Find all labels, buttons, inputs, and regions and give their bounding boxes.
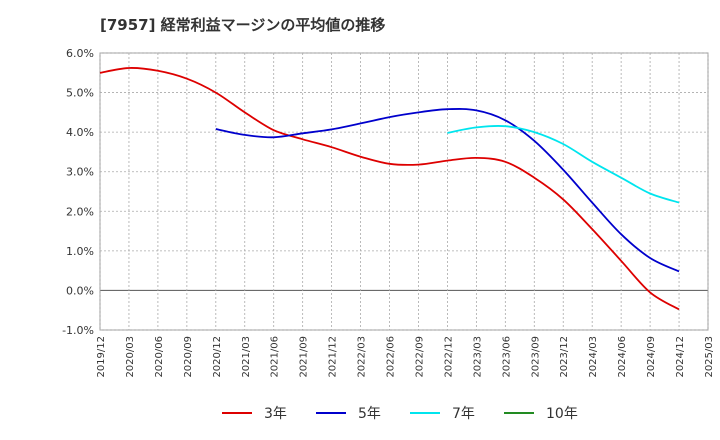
x-tick-label: 2023/03 — [472, 336, 483, 378]
x-axis-ticks: 2019/12 2020/03 2020/06 2020/09 2020/12 2021/… — [96, 336, 715, 378]
x-tick-label: 2019/12 — [96, 336, 107, 378]
series-lines — [99, 67, 680, 311]
x-tick-label: 2023/06 — [501, 336, 512, 378]
y-tick-label: 1.0% — [66, 245, 94, 258]
series-line-1 — [99, 67, 680, 311]
x-tick-label: 2024/09 — [646, 336, 657, 378]
x-tick-label: 2021/12 — [328, 336, 339, 378]
plot-border — [99, 52, 709, 331]
legend-label: 3年 — [264, 406, 287, 422]
legend: 3年 5年 7年 10年 — [222, 406, 578, 422]
x-tick-label: 2021/09 — [299, 336, 310, 378]
x-tick-label: 2022/06 — [386, 336, 397, 378]
series-line-2 — [215, 108, 680, 273]
x-tick-label: 2021/03 — [241, 336, 252, 378]
x-tick-label: 2020/09 — [183, 336, 194, 378]
y-tick-label: 0.0% — [66, 284, 94, 297]
y-tick-label: -1.0% — [62, 324, 94, 337]
plot-area — [99, 52, 709, 331]
x-tick-label: 2020/12 — [212, 336, 223, 378]
legend-label: 7年 — [452, 406, 475, 422]
x-tick-label: 2021/06 — [270, 336, 281, 378]
x-tick-label: 2024/06 — [617, 336, 628, 378]
x-tick-label: 2023/12 — [559, 336, 570, 378]
y-tick-label: 6.0% — [66, 47, 94, 60]
x-tick-label: 2022/09 — [414, 336, 425, 378]
x-tick-label: 2020/06 — [154, 336, 165, 378]
y-tick-label: 4.0% — [66, 126, 94, 139]
x-tick-label: 2024/03 — [588, 336, 599, 378]
x-tick-label: 2022/03 — [357, 336, 368, 378]
grid-lines — [99, 52, 709, 331]
series-line-3 — [447, 124, 680, 204]
x-tick-label: 2024/12 — [675, 336, 686, 378]
y-axis-ticks: 6.0% 5.0% 4.0% 3.0% 2.0% 1.0% 0.0% -1.0% — [62, 47, 94, 337]
x-tick-label: 2020/03 — [125, 336, 136, 378]
x-tick-label: 2023/09 — [530, 336, 541, 378]
x-tick-label: 2025/03 — [704, 336, 715, 378]
x-tick-label: 2022/12 — [443, 336, 454, 378]
legend-label: 5年 — [358, 406, 381, 422]
y-tick-label: 3.0% — [66, 166, 94, 179]
y-tick-label: 5.0% — [66, 87, 94, 100]
chart-title: [7957] 経常利益マージンの平均値の推移 — [100, 16, 385, 34]
legend-label: 10年 — [546, 406, 578, 422]
y-tick-label: 2.0% — [66, 205, 94, 218]
